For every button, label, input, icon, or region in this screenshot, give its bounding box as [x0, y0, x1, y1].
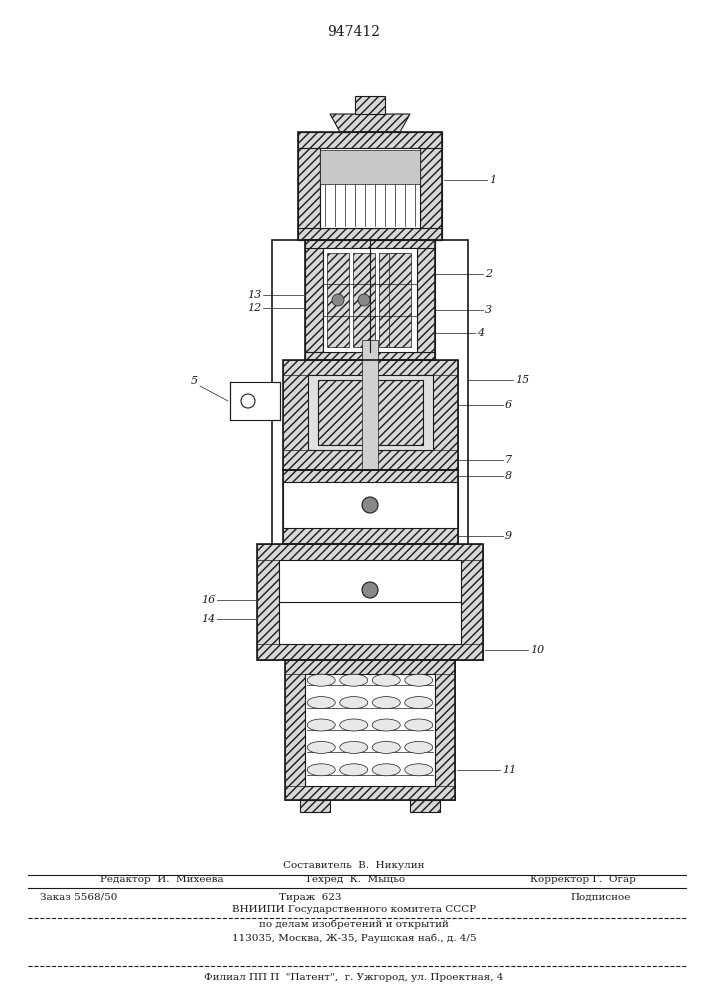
Polygon shape [305, 240, 323, 360]
Text: 5: 5 [191, 376, 198, 386]
Polygon shape [435, 660, 455, 800]
Ellipse shape [373, 741, 400, 753]
Text: 13: 13 [247, 290, 261, 300]
Polygon shape [420, 132, 442, 240]
Text: Корректор Г.  Огар: Корректор Г. Огар [530, 876, 636, 884]
Text: 3: 3 [485, 305, 492, 315]
Text: 1: 1 [489, 175, 496, 185]
Polygon shape [300, 800, 330, 812]
Polygon shape [433, 360, 458, 470]
Polygon shape [257, 544, 279, 660]
Ellipse shape [308, 741, 335, 753]
Ellipse shape [404, 741, 433, 753]
Text: 10: 10 [530, 645, 544, 655]
Text: 7: 7 [505, 455, 512, 465]
Text: Тираж  623: Тираж 623 [279, 892, 341, 902]
Text: 113035, Москва, Ж-35, Раушская наб., д. 4/5: 113035, Москва, Ж-35, Раушская наб., д. … [232, 933, 477, 943]
Text: Филиал ПП П  "Патент",  г. Ужгород, ул. Проектная, 4: Филиал ПП П "Патент", г. Ужгород, ул. Пр… [204, 974, 503, 982]
Ellipse shape [308, 764, 335, 776]
Text: Заказ 5568/50: Заказ 5568/50 [40, 892, 117, 902]
Polygon shape [298, 132, 320, 240]
Polygon shape [230, 382, 280, 420]
Polygon shape [389, 253, 411, 347]
Polygon shape [257, 544, 483, 560]
Ellipse shape [340, 764, 368, 776]
Polygon shape [298, 132, 442, 148]
Ellipse shape [308, 697, 335, 709]
Polygon shape [461, 544, 483, 660]
Polygon shape [417, 240, 435, 360]
Ellipse shape [340, 741, 368, 753]
Text: по делам изобретений и открытий: по делам изобретений и открытий [259, 919, 449, 929]
Text: Составитель  В.  Никулин: Составитель В. Никулин [284, 860, 425, 869]
Circle shape [241, 394, 255, 408]
Polygon shape [283, 360, 458, 375]
Circle shape [362, 497, 378, 513]
Ellipse shape [373, 674, 400, 686]
Ellipse shape [404, 674, 433, 686]
Polygon shape [330, 114, 410, 132]
Ellipse shape [404, 697, 433, 709]
Text: 4: 4 [477, 328, 484, 338]
Polygon shape [257, 644, 483, 660]
Ellipse shape [308, 719, 335, 731]
Polygon shape [283, 470, 458, 482]
Text: 15: 15 [515, 375, 530, 385]
Polygon shape [320, 148, 420, 228]
Ellipse shape [340, 674, 368, 686]
Text: 2: 2 [485, 269, 492, 279]
Polygon shape [283, 528, 458, 544]
Polygon shape [362, 340, 378, 470]
Ellipse shape [340, 719, 368, 731]
Ellipse shape [373, 697, 400, 709]
Polygon shape [318, 380, 423, 445]
Text: 11: 11 [502, 765, 516, 775]
Ellipse shape [404, 764, 433, 776]
Text: 947412: 947412 [327, 25, 380, 39]
Text: Редактор  И.  Михеева: Редактор И. Михеева [100, 876, 223, 884]
Polygon shape [285, 660, 305, 800]
Ellipse shape [373, 764, 400, 776]
Text: 16: 16 [201, 595, 215, 605]
Ellipse shape [373, 719, 400, 731]
Polygon shape [305, 674, 435, 786]
Text: 12: 12 [247, 303, 261, 313]
Ellipse shape [404, 719, 433, 731]
Polygon shape [308, 375, 433, 450]
Polygon shape [320, 150, 420, 184]
Polygon shape [323, 248, 417, 352]
Polygon shape [355, 96, 385, 114]
Text: 9: 9 [505, 531, 512, 541]
Text: Подписное: Подписное [570, 892, 631, 902]
Circle shape [332, 294, 344, 306]
Polygon shape [283, 450, 458, 470]
Polygon shape [285, 786, 455, 800]
Text: 6: 6 [505, 400, 512, 410]
Polygon shape [283, 482, 458, 528]
Polygon shape [410, 800, 440, 812]
Polygon shape [327, 253, 349, 347]
Circle shape [358, 294, 370, 306]
Polygon shape [283, 360, 308, 470]
Polygon shape [298, 228, 442, 240]
Ellipse shape [308, 674, 335, 686]
Circle shape [362, 582, 378, 598]
Polygon shape [285, 660, 455, 674]
Ellipse shape [340, 697, 368, 709]
Polygon shape [379, 253, 401, 347]
Polygon shape [305, 352, 435, 360]
Polygon shape [279, 560, 461, 644]
Text: 8: 8 [505, 471, 512, 481]
Text: ВНИИПИ Государственного комитета СССР: ВНИИПИ Государственного комитета СССР [232, 906, 476, 914]
Polygon shape [305, 240, 435, 248]
Polygon shape [353, 253, 375, 347]
Text: Техред  К.  Мыцьо: Техред К. Мыцьо [305, 876, 405, 884]
Text: 14: 14 [201, 614, 215, 624]
